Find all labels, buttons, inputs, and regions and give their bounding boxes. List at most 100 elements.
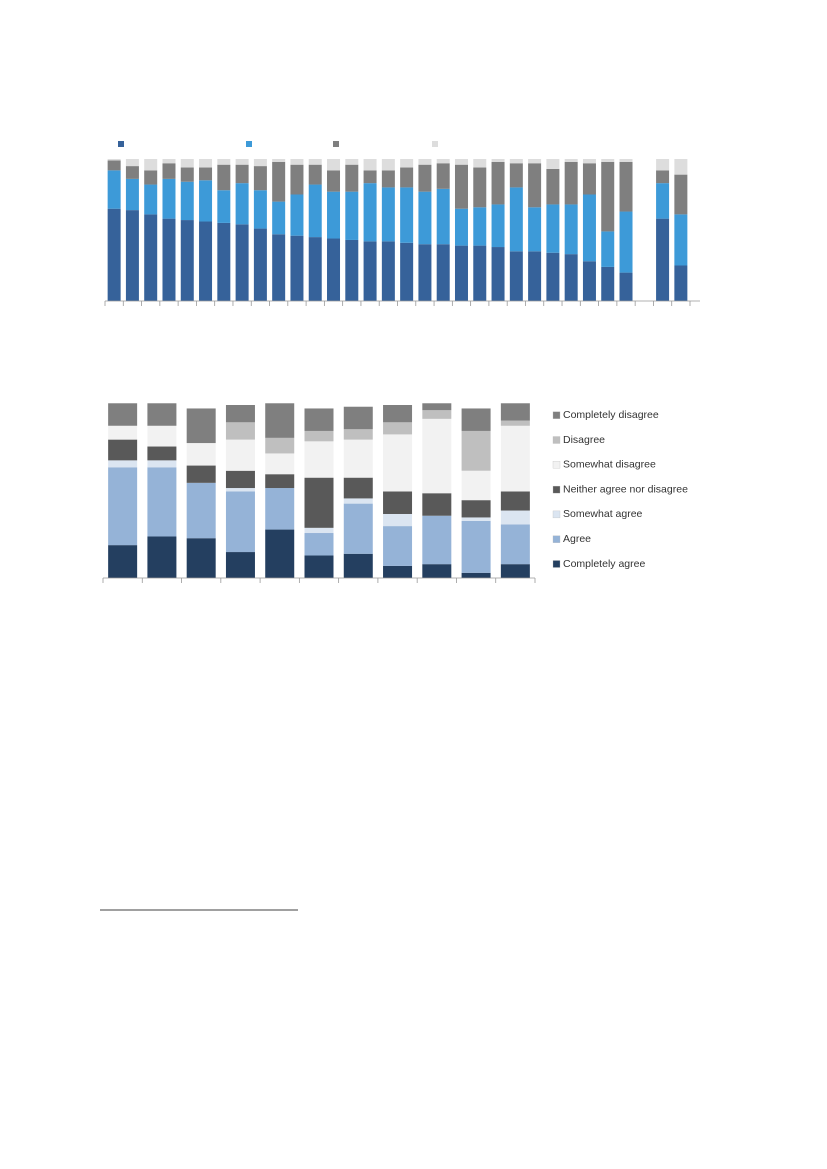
legend-swatch: [552, 461, 561, 469]
bar-segment: [265, 474, 295, 489]
bar-segment: [343, 498, 373, 504]
bar-segment: [454, 159, 468, 165]
bar-segment: [199, 221, 213, 301]
bar-segment: [304, 441, 334, 478]
bar-segment: [500, 524, 530, 565]
bar-segment: [619, 272, 633, 301]
bar-segment: [290, 164, 304, 195]
bar-segment: [436, 188, 450, 245]
bar-segment: [272, 159, 286, 162]
bar-segment: [107, 208, 121, 301]
bar-segment: [363, 170, 377, 184]
bar-segment: [180, 167, 194, 182]
bar-segment: [461, 520, 491, 573]
legend-label: Agree: [563, 533, 591, 545]
bar-segment: [422, 418, 452, 494]
bar-segment: [217, 222, 231, 301]
bar-segment: [265, 488, 295, 530]
bar-segment: [144, 170, 158, 185]
bar-segment: [108, 460, 138, 468]
bar-segment: [454, 208, 468, 246]
bar-segment: [400, 187, 414, 243]
bar-segment: [422, 493, 452, 516]
bar-segment: [186, 538, 216, 578]
bar-segment: [400, 242, 414, 301]
bar-segment: [345, 191, 359, 240]
bar-segment: [418, 159, 432, 165]
bar-segment: [343, 553, 373, 578]
bar-segment: [343, 439, 373, 478]
legend-swatch: [552, 411, 561, 419]
bar-segment: [422, 515, 452, 565]
bar-segment: [162, 218, 176, 301]
bar-segment: [304, 527, 334, 534]
bar-segment: [265, 403, 295, 438]
bar-segment: [253, 166, 267, 191]
bar-segment: [400, 167, 414, 188]
bar-segment: [582, 159, 596, 164]
bar-segment: [108, 545, 138, 578]
bar-segment: [422, 403, 452, 411]
bar-segment: [363, 241, 377, 301]
bar-segment: [674, 159, 688, 175]
bar-segment: [381, 170, 395, 188]
bar-segment: [186, 465, 216, 483]
bar-segment: [235, 164, 249, 184]
bar-segment: [601, 159, 615, 162]
bar-segment: [383, 526, 413, 566]
bar-segment: [180, 159, 194, 168]
bar-segment: [147, 460, 177, 468]
bar-segment: [461, 470, 491, 501]
bar-segment: [491, 204, 505, 248]
bar-segment: [461, 500, 491, 518]
bar-segment: [147, 467, 177, 537]
bar-segment: [363, 159, 377, 171]
bar-segment: [290, 194, 304, 236]
bar-segment: [290, 235, 304, 301]
bar-segment: [461, 430, 491, 471]
legend-swatch: [552, 560, 561, 568]
bar-segment: [125, 178, 139, 211]
bar-segment: [327, 191, 341, 239]
bar-segment: [225, 552, 255, 578]
bar-segment: [491, 159, 505, 162]
bar-segment: [327, 159, 341, 171]
bar-segment: [582, 194, 596, 262]
legend-swatch: [118, 141, 124, 147]
bar-segment: [235, 224, 249, 301]
bar-segment: [546, 204, 560, 253]
bar-segment: [147, 536, 177, 578]
bar-segment: [345, 164, 359, 192]
bar-segment: [225, 439, 255, 471]
bar-segment: [546, 168, 560, 205]
bar-segment: [528, 163, 542, 208]
legend-swatch: [333, 141, 339, 147]
bar-segment: [144, 214, 158, 301]
legend-swatch: [432, 141, 438, 147]
bar-segment: [108, 403, 138, 426]
bar-segment: [107, 159, 121, 161]
bar-segment: [500, 425, 530, 492]
legend-swatch: [552, 535, 561, 543]
bar-segment: [473, 245, 487, 301]
bar-segment: [656, 159, 670, 171]
bar-segment: [491, 161, 505, 205]
bar-segment: [125, 210, 139, 301]
bar-segment: [327, 238, 341, 301]
bar-segment: [436, 244, 450, 301]
bar-segment: [619, 211, 633, 273]
bar-segment: [674, 214, 688, 266]
bar-segment: [343, 429, 373, 440]
bar-segment: [265, 437, 295, 454]
bar-segment: [304, 555, 334, 578]
bar-segment: [225, 491, 255, 553]
bar-segment: [454, 245, 468, 301]
legend-label: Completely agree: [563, 558, 645, 570]
bar-segment: [363, 183, 377, 242]
bar-segment: [383, 422, 413, 435]
bar-segment: [180, 220, 194, 301]
bar-segment: [509, 251, 523, 301]
bar-segment: [436, 159, 450, 164]
bar-segment: [272, 201, 286, 235]
bar-segment: [656, 218, 670, 301]
